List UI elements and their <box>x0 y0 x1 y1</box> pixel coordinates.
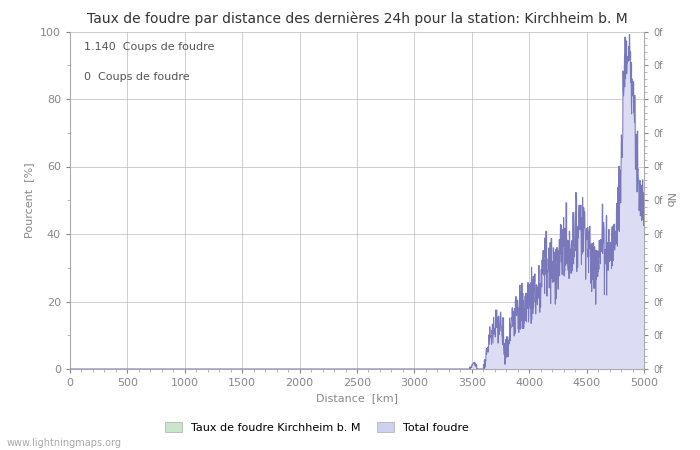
Text: www.lightningmaps.org: www.lightningmaps.org <box>7 438 122 448</box>
X-axis label: Distance  [km]: Distance [km] <box>316 394 398 404</box>
Legend: Taux de foudre Kirchheim b. M, Total foudre: Taux de foudre Kirchheim b. M, Total fou… <box>161 418 473 438</box>
Y-axis label: Pourcent  [%]: Pourcent [%] <box>25 162 34 238</box>
Text: 1.140  Coups de foudre: 1.140 Coups de foudre <box>84 42 215 52</box>
Title: Taux de foudre par distance des dernières 24h pour la station: Kirchheim b. M: Taux de foudre par distance des dernière… <box>87 12 627 26</box>
Text: 0  Coups de foudre: 0 Coups de foudre <box>84 72 190 82</box>
Y-axis label: Nb: Nb <box>664 193 673 208</box>
